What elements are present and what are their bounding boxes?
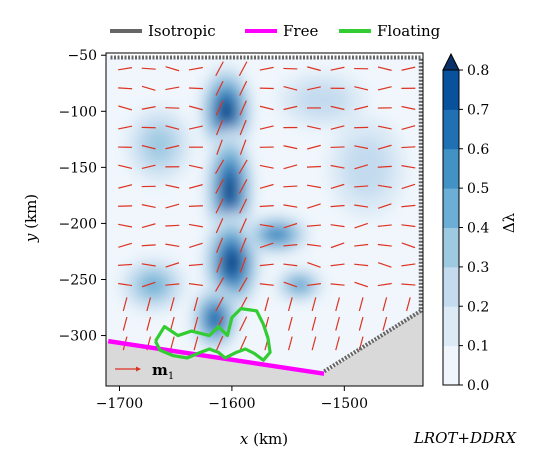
colorbar-band xyxy=(443,188,459,228)
y-tick-label: −300 xyxy=(59,329,97,345)
colorbar-band xyxy=(443,109,459,149)
colorbar-label: Δλ xyxy=(500,212,518,233)
quiver-arrow xyxy=(165,225,179,226)
colorbar: 0.0 0.1 0.2 0.3 0.4 0.5 0.6 0.7 0.8 xyxy=(443,54,489,394)
colorbar-tick-label: 0.2 xyxy=(467,299,489,315)
colorbar-band xyxy=(443,346,459,386)
colorbar-extend xyxy=(443,54,459,70)
y-tick-label: −100 xyxy=(59,104,97,120)
x-axis: −1700 −1600 −1500 xyxy=(96,386,368,412)
colorbar-tick-label: 0.5 xyxy=(467,181,489,197)
delta-lambda-contour xyxy=(227,254,237,272)
x-axis-label: x (km) xyxy=(240,430,288,448)
delta-lambda-contour xyxy=(210,312,220,325)
colorbar-tick-label: 0.3 xyxy=(467,260,489,276)
y-tick-label: −150 xyxy=(59,160,97,176)
delta-lambda-contour xyxy=(222,103,232,120)
y-axis-label: y (km) xyxy=(22,194,40,243)
colorbar-tick-label: 0.0 xyxy=(467,378,489,394)
x-tick-label: −1700 xyxy=(96,396,143,412)
colorbar-band xyxy=(443,228,459,268)
quiver-key-symbol: m xyxy=(152,361,168,379)
quiver-arrow xyxy=(378,166,392,167)
colorbar-band xyxy=(443,306,459,346)
quiver-arrow xyxy=(118,88,132,89)
model-label: LROT+DDRX xyxy=(413,429,517,447)
y-tick-label: −250 xyxy=(59,272,97,288)
x-axis-unit: (km) xyxy=(253,430,288,448)
legend-label-isotropic: Isotropic xyxy=(148,22,216,40)
y-tick-label: −200 xyxy=(59,216,97,232)
y-tick-label: −50 xyxy=(67,48,97,64)
quiver-arrow xyxy=(260,206,274,207)
legend-label-floating: Floating xyxy=(377,22,441,40)
x-tick-label: −1600 xyxy=(208,396,255,412)
quiver-arrow xyxy=(189,206,203,207)
colorbar-band xyxy=(443,267,459,307)
colorbar-tick-label: 0.6 xyxy=(467,142,489,158)
x-tick-label: −1500 xyxy=(321,396,368,412)
colorbar-band xyxy=(443,70,459,110)
y-axis: −50 −100 −150 −200 −250 −300 xyxy=(59,48,106,344)
colorbar-tick-label: 0.1 xyxy=(467,339,489,355)
quiver-arrow xyxy=(189,88,203,89)
quiver-arrow xyxy=(307,166,321,167)
colorbar-tick-label: 0.8 xyxy=(467,63,489,79)
delta-lambda-contour xyxy=(269,230,285,239)
plot-layers: m1 xyxy=(106,53,423,386)
y-axis-variable: y xyxy=(22,233,40,243)
quiver-arrow xyxy=(142,245,156,246)
colorbar-tick-label: 0.4 xyxy=(467,221,489,237)
legend: Isotropic Free Floating xyxy=(110,22,441,40)
quiver-arrow xyxy=(283,186,297,187)
colorbar-tick-label: 0.7 xyxy=(467,102,489,118)
delta-lambda-contour xyxy=(144,128,173,162)
quiver-arrow xyxy=(401,147,415,148)
delta-lambda-contour xyxy=(293,281,306,290)
y-axis-unit: (km) xyxy=(22,194,40,229)
colorbar-band xyxy=(443,149,459,189)
quiver-key-subscript: 1 xyxy=(168,371,174,382)
x-axis-variable: x xyxy=(240,430,249,448)
delta-lambda-contour xyxy=(225,179,234,201)
legend-label-free: Free xyxy=(283,22,318,40)
